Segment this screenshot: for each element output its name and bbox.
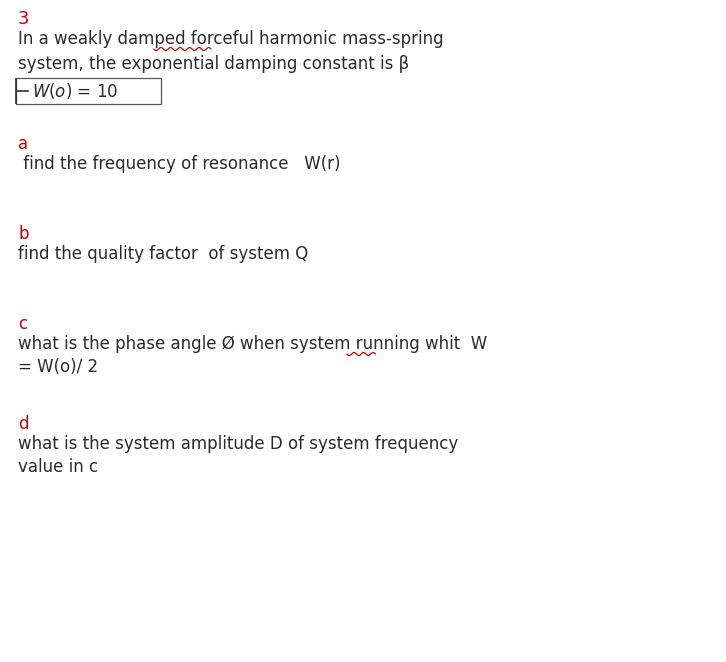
Text: system, the exponential damping constant is β: system, the exponential damping constant… xyxy=(18,55,409,73)
Text: b: b xyxy=(18,225,28,243)
Text: In a weakly damped forceful harmonic mass-spring: In a weakly damped forceful harmonic mas… xyxy=(18,30,444,48)
Text: a: a xyxy=(18,135,28,153)
Text: what is the system amplitude D of system frequency: what is the system amplitude D of system… xyxy=(18,435,458,453)
Text: c: c xyxy=(18,315,27,333)
Text: what is the phase angle Ø when system running whit  W: what is the phase angle Ø when system ru… xyxy=(18,335,487,353)
Text: find the frequency of resonance   W(r): find the frequency of resonance W(r) xyxy=(18,155,340,173)
Text: find the quality factor  of system Q: find the quality factor of system Q xyxy=(18,245,309,263)
Text: 3: 3 xyxy=(18,10,30,28)
Text: = W(o)/ 2: = W(o)/ 2 xyxy=(18,358,98,376)
Bar xyxy=(16,78,161,104)
Text: value in c: value in c xyxy=(18,458,98,476)
Text: $\it{W}$$(o)$ = 10: $\it{W}$$(o)$ = 10 xyxy=(32,81,118,101)
Text: d: d xyxy=(18,415,28,433)
